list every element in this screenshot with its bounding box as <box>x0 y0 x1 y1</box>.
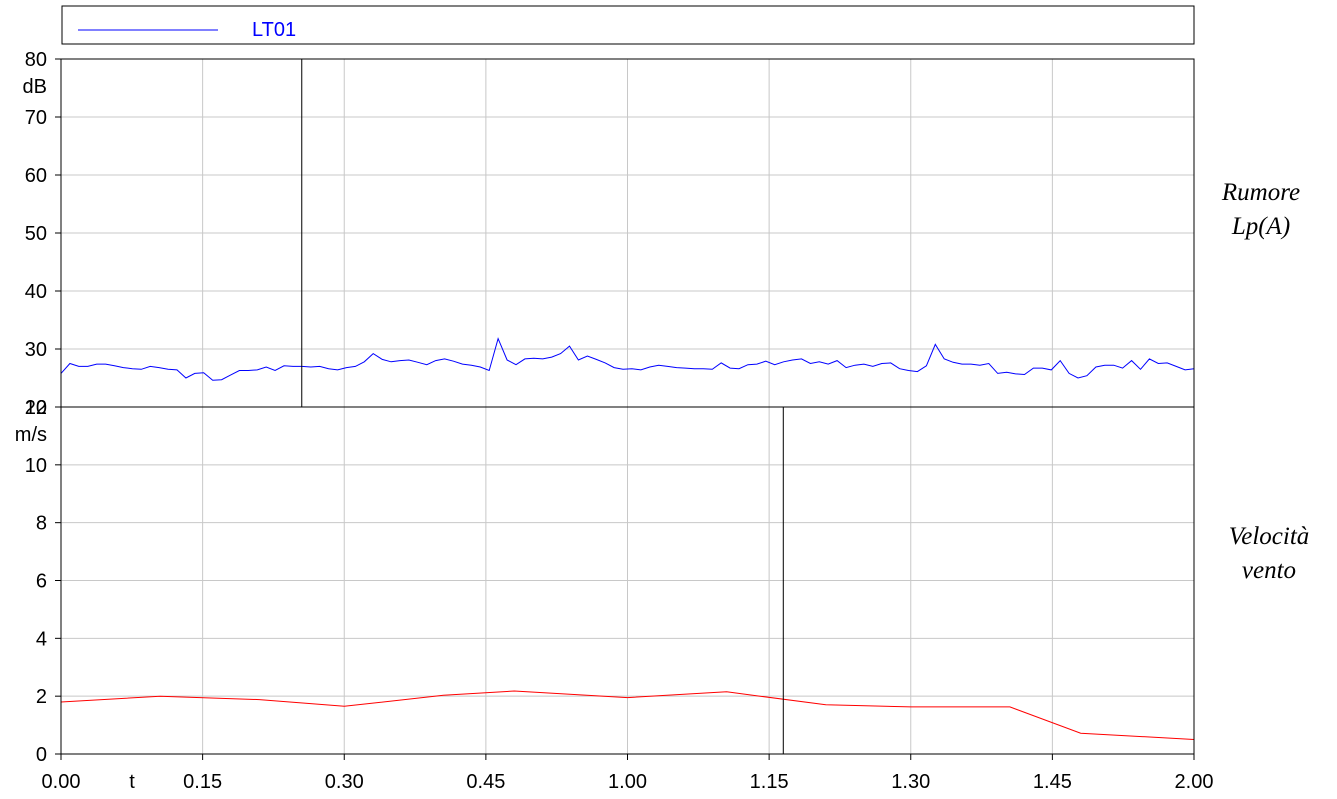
y-tick-label: 70 <box>25 107 47 129</box>
series-line <box>60 337 1195 381</box>
bottom-panel-label-line-1: Velocità <box>1228 523 1310 550</box>
x-tick-label: 1.30 <box>891 771 930 793</box>
x-tick-label: 1.00 <box>608 771 647 793</box>
y-tick-label: 0 <box>36 744 47 766</box>
bottom-panel-label: Velocità vento <box>1204 520 1334 588</box>
x-axis-label: t <box>129 771 135 793</box>
y-tick-label: 4 <box>36 628 47 650</box>
y-tick-label: 10 <box>25 455 47 477</box>
y-tick-label: 50 <box>25 223 47 245</box>
x-tick-label: 1.45 <box>1033 771 1072 793</box>
y-tick-label: 60 <box>25 165 47 187</box>
top-panel-label-line-1: Rumore <box>1221 179 1301 206</box>
y-tick-label: 40 <box>25 281 47 303</box>
y-unit-label: m/s <box>15 424 47 446</box>
x-tick-label: 0.15 <box>183 771 222 793</box>
y-tick-label: 80 <box>25 49 47 71</box>
x-tick-label: 2.00 <box>1175 771 1214 793</box>
x-tick-label: 0.45 <box>466 771 505 793</box>
y-tick-label: 6 <box>36 571 47 593</box>
grid-layer <box>61 59 1194 754</box>
top-panel-label-line-2: Lp(A) <box>1231 213 1291 240</box>
y-unit-label: dB <box>23 76 47 98</box>
y-tick-label: 2 <box>36 686 47 708</box>
y-tick-label: 20 <box>25 397 47 419</box>
x-tick-label: 1.15 <box>750 771 789 793</box>
y-tick-label: 30 <box>25 339 47 361</box>
series-layer <box>60 337 1195 740</box>
legend-box <box>61 5 1195 45</box>
x-tick-label: 0.30 <box>325 771 364 793</box>
top-panel-label: Rumore Lp(A) <box>1196 176 1326 244</box>
series-line <box>60 690 1195 740</box>
bottom-panel-label-line-2: vento <box>1241 557 1297 584</box>
y-tick-label: 12 <box>25 397 47 419</box>
y-tick-label: 8 <box>36 513 47 535</box>
legend-label: LT01 <box>252 19 296 41</box>
legend: LT01 <box>61 5 1195 45</box>
x-tick-label: 0.00 <box>42 771 81 793</box>
